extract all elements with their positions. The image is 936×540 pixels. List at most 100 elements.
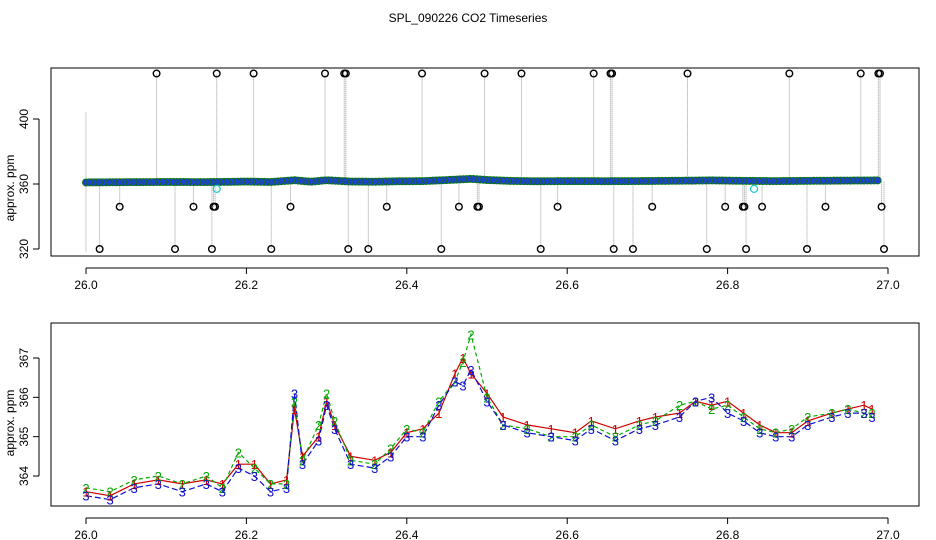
- glyph-marker: 2: [523, 422, 530, 437]
- cyan-point: [212, 184, 221, 194]
- x-tick-label: 26.6: [556, 528, 580, 540]
- glyph-marker: 2: [179, 477, 186, 492]
- glyph-marker: 2: [131, 473, 138, 488]
- y-axis-label-top: approx. ppm: [3, 155, 17, 222]
- glyph-marker: 1: [387, 445, 394, 460]
- glyph-marker: 2: [419, 426, 426, 441]
- series-main-points: [82, 174, 882, 187]
- glyph-marker: 3: [267, 485, 274, 500]
- glyph-marker: 1: [219, 477, 226, 492]
- figure-title: SPL_090226 CO2 Timeseries: [389, 11, 548, 25]
- glyph-marker: 3: [219, 485, 226, 500]
- glyph-marker: 3: [636, 422, 643, 437]
- x-tick-label: 26.2: [235, 528, 259, 540]
- glyph-marker: 2: [828, 406, 835, 421]
- glyph-marker: 3: [131, 481, 138, 496]
- glyph-marker: 1: [451, 367, 458, 382]
- y-tick-label: 366: [17, 387, 31, 407]
- outlier-point: [877, 202, 886, 211]
- glyph-marker: 2: [283, 477, 290, 492]
- glyph-marker: 1: [636, 414, 643, 429]
- glyph-marker: 3: [708, 390, 715, 405]
- outlier-point: [628, 244, 637, 253]
- glyph-marker: 1: [459, 351, 466, 366]
- outlier-point: [341, 69, 350, 78]
- glyph-marker: 2: [868, 406, 875, 421]
- glyph-marker: 3: [676, 410, 683, 425]
- outlier-point: [267, 244, 276, 253]
- glyph-marker: 3: [419, 430, 426, 445]
- glyph-marker: 1: [419, 422, 426, 437]
- glyph-marker: 2: [772, 426, 779, 441]
- outlier-point: [517, 69, 526, 78]
- glyph-marker: 2: [612, 430, 619, 445]
- glyph-marker: 3: [692, 394, 699, 409]
- glyph-marker: 2: [347, 453, 354, 468]
- glyph-marker: 1: [523, 418, 530, 433]
- y-axis-top: 320 360 400: [17, 109, 40, 259]
- glyph-marker: 1: [588, 414, 595, 429]
- x-tick-label: 26.4: [395, 528, 419, 540]
- glyph-marker: 1: [652, 410, 659, 425]
- x-tick-label: 27.0: [876, 278, 900, 292]
- glyph-marker: 3: [403, 430, 410, 445]
- glyph-marker: 1: [548, 422, 555, 437]
- glyph-marker: 1: [708, 398, 715, 413]
- plot-frame-bottom: [50, 322, 920, 507]
- glyph-marker: 1: [467, 367, 474, 382]
- glyph-marker: 3: [283, 481, 290, 496]
- glyph-marker: 1: [788, 426, 795, 441]
- glyph-marker: 3: [467, 363, 474, 378]
- glyph-marker: 3: [291, 386, 298, 401]
- glyph-marker: 3: [203, 477, 210, 492]
- x-axis-bottom: 26.0 26.2 26.4 26.6 26.8 27.0: [74, 517, 900, 540]
- glyph-marker: 2: [82, 481, 89, 496]
- glyph-marker: 1: [483, 386, 490, 401]
- outlier-point: [802, 244, 811, 253]
- glyph-marker: 2: [435, 394, 442, 409]
- glyph-marker: 3: [868, 410, 875, 425]
- outlier-point: [480, 69, 489, 78]
- glyph-marker: 2: [676, 398, 683, 413]
- outlier-point: [589, 69, 598, 78]
- x-tick-label: 26.0: [74, 278, 98, 292]
- x-tick-label: 26.6: [556, 278, 580, 292]
- glyph-marker: 1: [323, 394, 330, 409]
- glyph-marker: 1: [235, 457, 242, 472]
- glyph-marker: 1: [860, 398, 867, 413]
- glyph-marker: 1: [251, 457, 258, 472]
- glyph-marker: 2: [724, 398, 731, 413]
- glyph-marker: 2: [467, 327, 474, 342]
- glyph-marker: 2: [315, 418, 322, 433]
- outlier-point: [207, 244, 216, 253]
- outlier-point: [115, 202, 124, 211]
- glyph-marker: 2: [331, 414, 338, 429]
- glyph-marker: 3: [772, 430, 779, 445]
- glyph-marker: 2: [636, 418, 643, 433]
- glyph-marker: 2: [451, 375, 458, 390]
- glyph-marker: 1: [267, 477, 274, 492]
- glyph-marker: 1: [131, 477, 138, 492]
- outlier-point: [648, 202, 657, 211]
- glyph-marker: 1: [828, 406, 835, 421]
- glyph-marker: 3: [315, 434, 322, 449]
- outlier-point: [474, 202, 483, 211]
- glyph-marker: 3: [860, 406, 867, 421]
- glyph-marker: 3: [844, 406, 851, 421]
- y-tick-label: 400: [17, 109, 31, 129]
- glyph-marker: 2: [219, 481, 226, 496]
- glyph-marker: 1: [155, 473, 162, 488]
- glyph-marker: 2: [371, 457, 378, 472]
- outlier-point: [95, 244, 104, 253]
- glyph-marker: 2: [708, 402, 715, 417]
- outlier-point: [382, 202, 391, 211]
- outlier-point: [249, 69, 258, 78]
- glyph-marker: 2: [483, 390, 490, 405]
- glyph-marker: 3: [572, 434, 579, 449]
- cyan-point: [749, 184, 759, 194]
- glyph-marker: 3: [588, 422, 595, 437]
- glyph-marker: 2: [588, 418, 595, 433]
